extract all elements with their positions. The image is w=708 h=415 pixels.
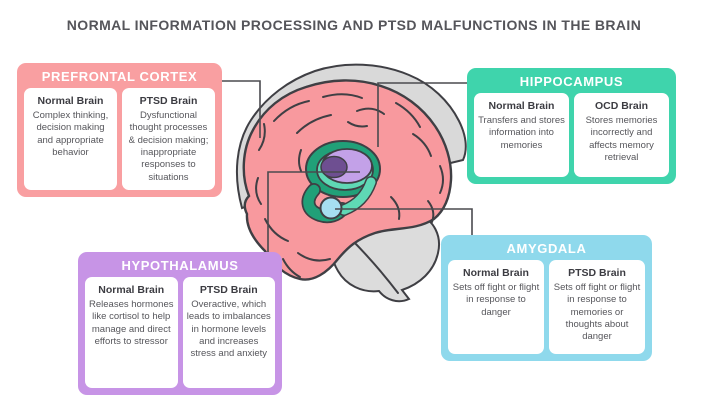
gyri-lines: [255, 93, 444, 278]
page-title: NORMAL INFORMATION PROCESSING AND PTSD M…: [66, 17, 642, 33]
card-normal-brain: Normal Brain Transfers and stores inform…: [474, 93, 569, 177]
amygdala-shape: [319, 196, 343, 220]
panel-title: HYPOTHALAMUS: [121, 258, 239, 273]
card-body: Stores memories incorrectly and affects …: [585, 115, 658, 164]
card-title: PTSD Brain: [199, 284, 258, 296]
card-title: Normal Brain: [463, 267, 529, 279]
connector-amygdala: [335, 208, 473, 235]
connector-hypothalamus: [267, 171, 360, 252]
panel-title: PREFRONTAL CORTEX: [41, 69, 198, 84]
card-row: Normal Brain Complex thinking, decision …: [17, 88, 222, 197]
card-ptsd-brain: PTSD Brain Dysfunctional thought process…: [122, 88, 215, 190]
card-ptsd-brain: PTSD Brain Sets off fight or flight in r…: [549, 260, 645, 354]
card-row: Normal Brain Sets off fight or flight in…: [441, 260, 652, 361]
card-title: Normal Brain: [98, 284, 165, 296]
card-title: PTSD Brain: [139, 95, 198, 107]
panel-title: HIPPOCAMPUS: [519, 74, 624, 89]
card-row: Normal Brain Releases hormones like cort…: [78, 277, 282, 395]
connector-prefrontal-cortex: [222, 80, 261, 138]
card-title: Normal Brain: [488, 100, 555, 112]
card-row: Normal Brain Transfers and stores inform…: [467, 93, 676, 184]
panel-title: AMYGDALA: [506, 241, 587, 256]
card-body: Complex thinking, decision making and ap…: [32, 110, 109, 159]
card-normal-brain: Normal Brain Releases hormones like cort…: [85, 277, 178, 388]
hypothalamus-shape: [320, 155, 348, 179]
card-title: Normal Brain: [37, 95, 104, 107]
panel-prefrontal-cortex: PREFRONTAL CORTEX Normal Brain Complex t…: [17, 63, 222, 197]
card-body: Sets off fight or flight in response to …: [553, 282, 641, 343]
panel-hypothalamus: HYPOTHALAMUS Normal Brain Releases hormo…: [78, 252, 282, 395]
card-body: Overactive, which leads to imbalances in…: [186, 299, 271, 360]
card-title: OCD Brain: [594, 100, 649, 112]
card-title: PTSD Brain: [568, 267, 626, 279]
card-body: Sets off fight or flight in response to …: [452, 282, 540, 318]
panel-amygdala: AMYGDALA Normal Brain Sets off fight or …: [441, 235, 652, 361]
card-normal-brain: Normal Brain Sets off fight or flight in…: [448, 260, 544, 354]
panel-hippocampus: HIPPOCAMPUS Normal Brain Transfers and s…: [467, 68, 676, 184]
card-body: Dysfunctional thought processes & decisi…: [128, 110, 209, 183]
card-ocd-brain: OCD Brain Stores memories incorrectly an…: [574, 93, 669, 177]
card-body: Transfers and stores information into me…: [478, 115, 565, 151]
card-normal-brain: Normal Brain Complex thinking, decision …: [24, 88, 117, 190]
card-ptsd-brain: PTSD Brain Overactive, which leads to im…: [182, 277, 275, 388]
connector-hippocampus: [377, 82, 467, 147]
card-body: Releases hormones like cortisol to help …: [89, 299, 174, 348]
